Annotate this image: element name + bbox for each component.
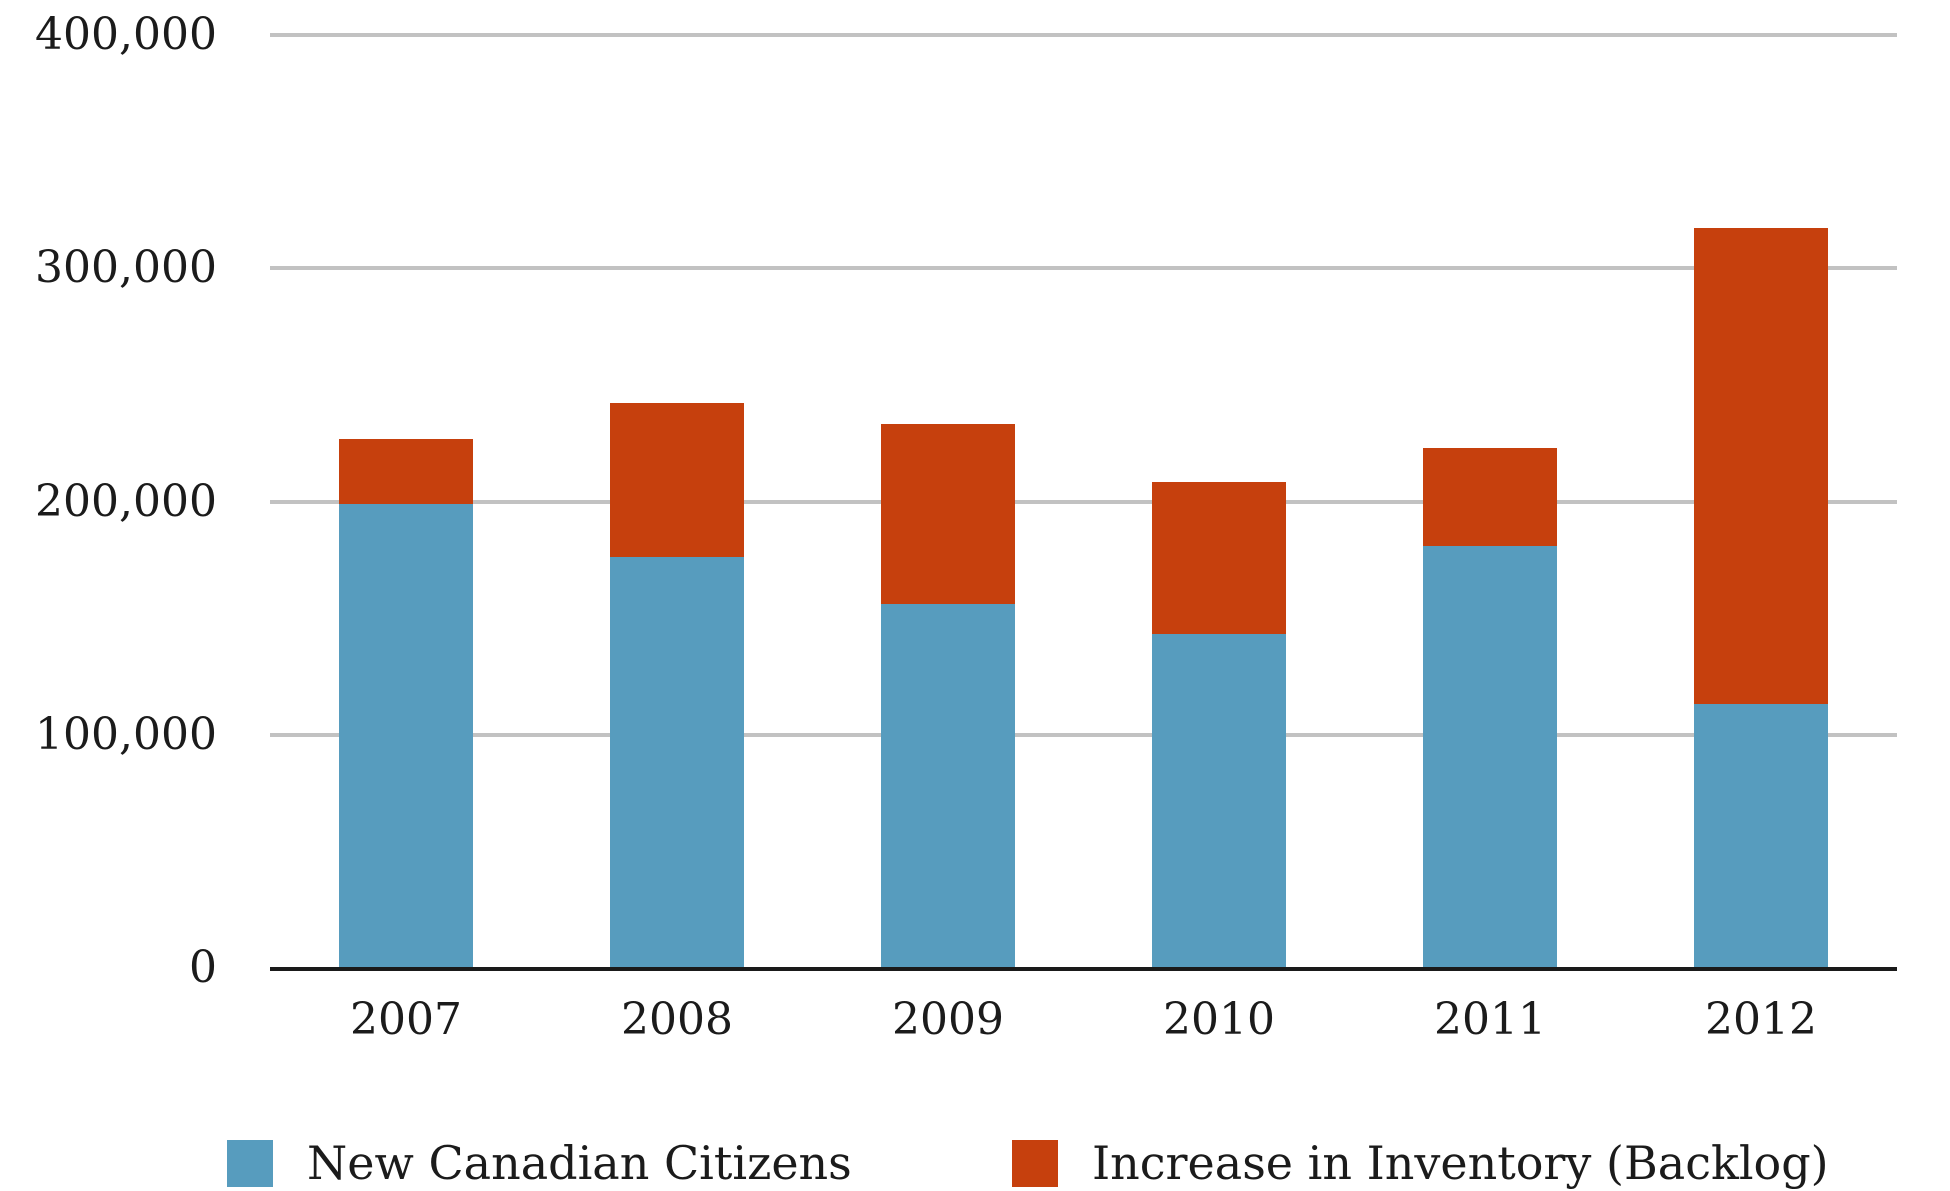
gridline-200-000 [270, 500, 1897, 504]
x-axis-baseline [270, 967, 1897, 971]
x-tick-label-2008: 2008 [621, 994, 733, 1045]
y-tick-label: 300,000 [35, 242, 217, 293]
legend-item-new-canadian-citizens: New Canadian Citizens [227, 1136, 852, 1190]
x-tick-label-2007: 2007 [350, 994, 462, 1045]
bar-2009-segment-increase-in-inventory-backlog [881, 424, 1015, 604]
gridline-300-000 [270, 266, 1897, 270]
y-tick-label: 400,000 [35, 9, 217, 60]
y-tick-label: 100,000 [35, 709, 217, 760]
x-tick-label-2012: 2012 [1705, 994, 1817, 1045]
gridline-400-000 [270, 33, 1897, 37]
x-tick-label-2011: 2011 [1434, 994, 1546, 1045]
y-tick-label: 200,000 [35, 476, 217, 527]
bar-2011-segment-increase-in-inventory-backlog [1423, 448, 1557, 546]
x-tick-label-2009: 2009 [892, 994, 1004, 1045]
legend-swatch-increase-in-inventory-backlog [1012, 1139, 1058, 1187]
bar-2009-segment-new-canadian-citizens [881, 604, 1015, 971]
gridline-100-000 [270, 733, 1897, 737]
legend-swatch-new-canadian-citizens [227, 1139, 273, 1187]
bar-2011-segment-new-canadian-citizens [1423, 546, 1557, 971]
bar-2012-segment-increase-in-inventory-backlog [1694, 228, 1828, 704]
x-tick-label-2010: 2010 [1163, 994, 1275, 1045]
bar-2010-segment-new-canadian-citizens [1152, 634, 1286, 971]
bar-2010-segment-increase-in-inventory-backlog [1152, 482, 1286, 634]
bar-2008-segment-new-canadian-citizens [610, 557, 744, 971]
y-tick-label: 0 [189, 942, 217, 993]
bar-2007-segment-increase-in-inventory-backlog [339, 439, 473, 504]
legend-label: Increase in Inventory (Backlog) [1092, 1136, 1829, 1190]
legend-item-increase-in-inventory-backlog: Increase in Inventory (Backlog) [1012, 1136, 1829, 1190]
legend: New Canadian Citizens Increase in Invento… [0, 1130, 1950, 1191]
bar-2008-segment-increase-in-inventory-backlog [610, 403, 744, 557]
legend-label: New Canadian Citizens [307, 1136, 852, 1190]
bar-2012-segment-new-canadian-citizens [1694, 704, 1828, 971]
bar-2007-segment-new-canadian-citizens [339, 504, 473, 971]
